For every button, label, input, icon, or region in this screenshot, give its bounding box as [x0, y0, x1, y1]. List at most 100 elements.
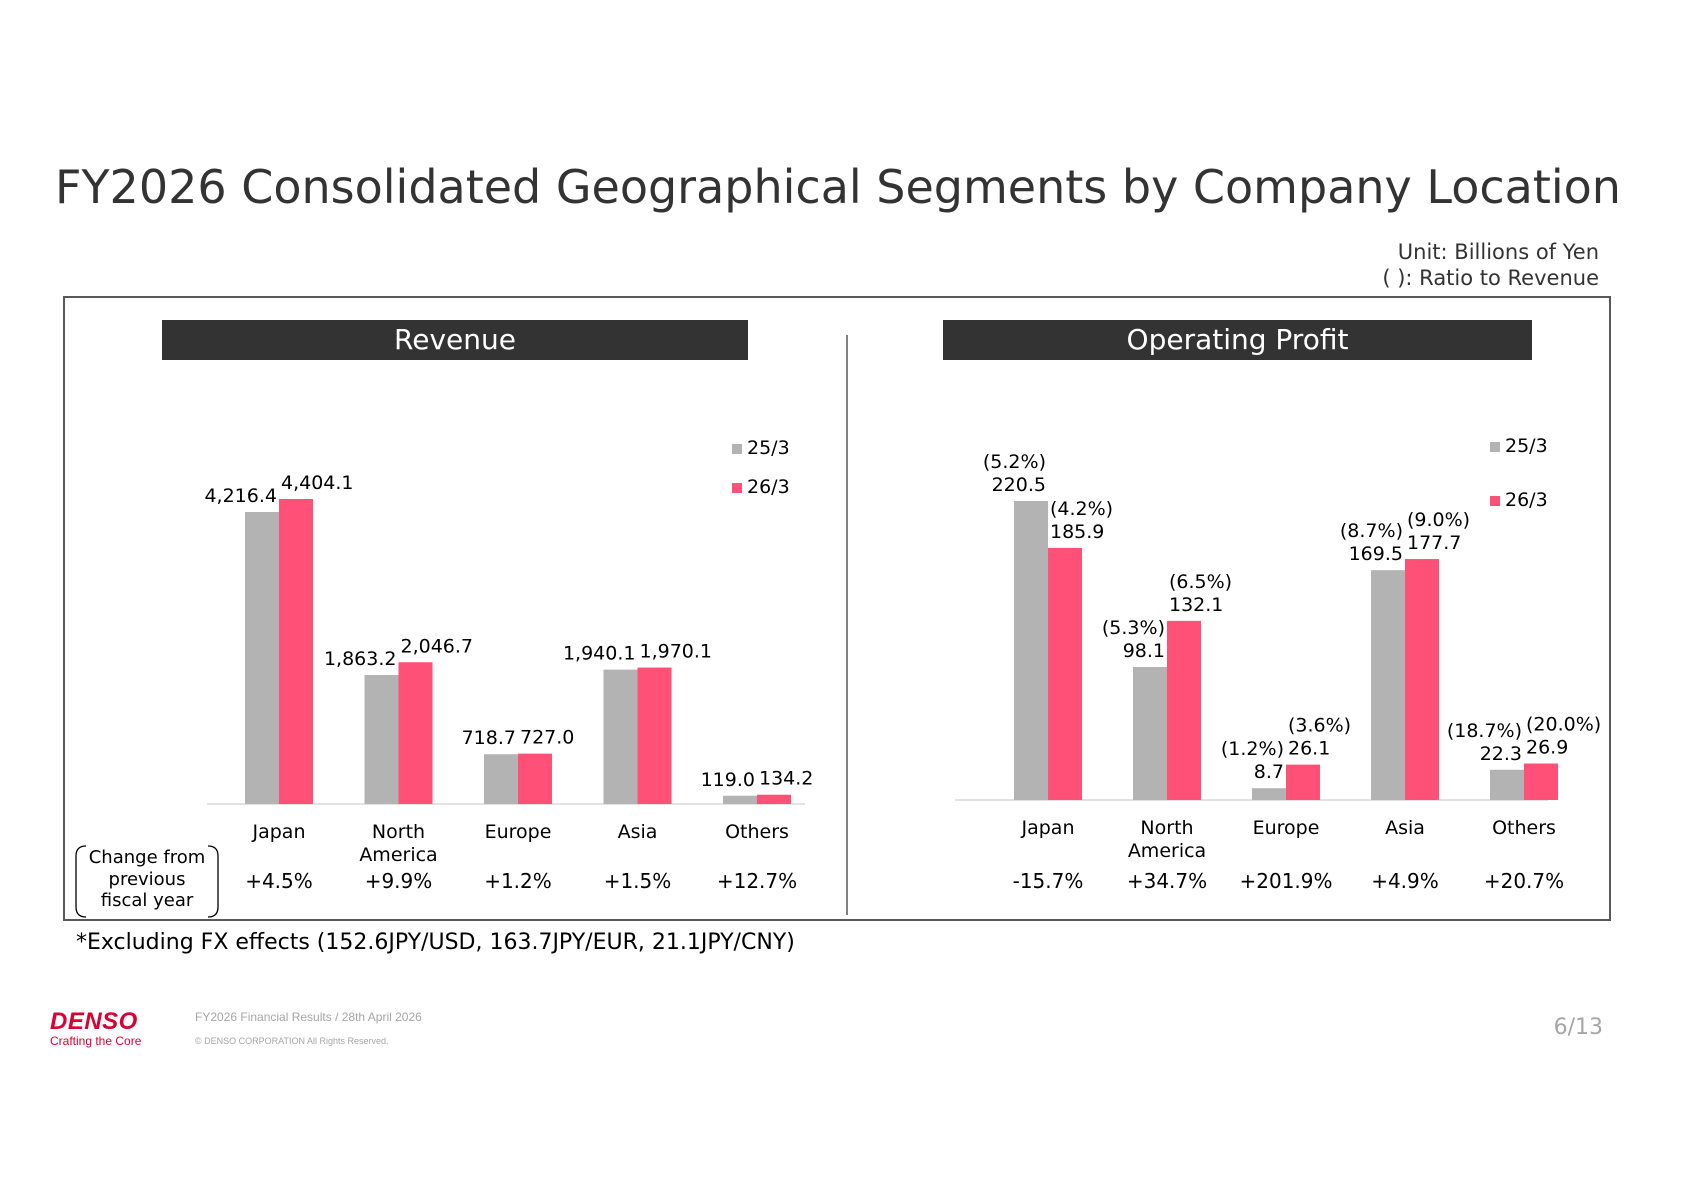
category-label: Japan	[252, 821, 306, 843]
ratio-label: (6.5%)	[1169, 571, 1232, 593]
revenue-header: Revenue	[162, 320, 748, 360]
data-label: 1,940.1	[563, 643, 636, 665]
data-label: 220.5	[992, 474, 1046, 496]
legend-swatch	[1490, 496, 1500, 506]
unit-note: Unit: Billions of Yen ( ): Ratio to Reve…	[1382, 239, 1599, 291]
data-label: 4,216.4	[204, 485, 277, 507]
data-label: 26.9	[1526, 737, 1568, 759]
data-label: 727.0	[520, 727, 574, 749]
data-label: 718.7	[462, 727, 516, 749]
change-label-line: previous	[108, 868, 186, 890]
change-value: +201.9%	[1239, 869, 1332, 893]
data-label: 1,970.1	[640, 641, 713, 663]
bar	[1490, 769, 1524, 800]
category-label: America	[359, 844, 437, 866]
bar	[1252, 788, 1286, 800]
bar	[1405, 559, 1439, 800]
legend-label: 26/3	[747, 476, 790, 498]
data-label: 119.0	[701, 769, 755, 791]
data-label: 1,863.2	[324, 648, 397, 670]
category-label: North	[1140, 817, 1193, 839]
footer-line: FY2026 Financial Results / 28th April 20…	[195, 1010, 422, 1024]
data-label: 185.9	[1050, 521, 1104, 543]
category-label: America	[1128, 840, 1206, 862]
ratio-label: (20.0%)	[1526, 714, 1601, 736]
category-label: Europe	[485, 821, 552, 843]
bar	[1371, 570, 1405, 800]
change-label-line: fiscal year	[100, 890, 194, 911]
bar	[398, 662, 433, 804]
bracket-icon	[75, 845, 219, 918]
operating-profit-header: Operating Profit	[943, 320, 1532, 360]
bar	[603, 669, 638, 804]
change-value: +1.2%	[484, 869, 552, 893]
fx-footnote: *Excluding FX effects (152.6JPY/USD, 163…	[76, 930, 795, 955]
bar	[1014, 501, 1048, 800]
bar	[1524, 763, 1558, 800]
change-label-box: Change from previous fiscal year	[74, 845, 220, 918]
data-label: 26.1	[1288, 738, 1330, 760]
data-label: 2,046.7	[401, 635, 474, 657]
change-value: +9.9%	[365, 869, 433, 893]
change-value: -15.7%	[1013, 869, 1084, 893]
bar	[637, 667, 672, 804]
ratio-note: ( ): Ratio to Revenue	[1382, 266, 1599, 290]
bar	[723, 795, 757, 804]
data-label: 4,404.1	[281, 472, 354, 494]
bar	[1286, 764, 1320, 800]
data-label: 169.5	[1349, 543, 1403, 565]
ratio-label: (8.7%)	[1340, 520, 1403, 542]
bar	[364, 674, 399, 804]
change-label-line: Change from	[88, 847, 206, 868]
bar	[279, 499, 313, 804]
category-label: Asia	[1385, 817, 1425, 839]
legend-swatch	[1490, 442, 1500, 452]
bar	[245, 511, 279, 804]
data-label: 134.2	[759, 768, 813, 790]
ratio-label: (4.2%)	[1050, 498, 1113, 520]
data-label: 8.7	[1254, 761, 1284, 783]
copyright: © DENSO CORPORATION All Rights Reserved.	[195, 1036, 389, 1046]
ratio-label: (5.3%)	[1102, 617, 1165, 639]
logo-tagline: Crafting the Core	[50, 1034, 142, 1048]
denso-logo: DENSO Crafting the Core	[50, 1008, 141, 1048]
ratio-label: (1.2%)	[1221, 738, 1284, 760]
charts-divider	[846, 335, 848, 915]
bar	[1167, 620, 1201, 800]
category-label: Europe	[1253, 817, 1320, 839]
category-label: Japan	[1021, 817, 1075, 839]
data-label: 22.3	[1480, 743, 1522, 765]
logo-brand: DENSO	[50, 1008, 138, 1035]
legend-swatch	[732, 483, 742, 493]
legend-swatch	[732, 444, 742, 454]
data-label: 132.1	[1169, 594, 1223, 616]
ratio-label: (9.0%)	[1407, 509, 1470, 531]
legend-label: 25/3	[1505, 435, 1548, 457]
change-value: +4.5%	[245, 869, 313, 893]
bar	[1133, 666, 1167, 800]
change-value: +4.9%	[1371, 869, 1439, 893]
legend-label: 26/3	[1505, 489, 1548, 511]
category-label: Asia	[618, 821, 658, 843]
ratio-label: (18.7%)	[1447, 720, 1522, 742]
category-label: Others	[725, 821, 789, 843]
change-value: +34.7%	[1127, 869, 1207, 893]
category-label: Others	[1492, 817, 1556, 839]
bar	[484, 754, 518, 804]
data-label: 98.1	[1123, 640, 1165, 662]
page-title: FY2026 Consolidated Geographical Segment…	[55, 160, 1621, 214]
ratio-label: (5.2%)	[983, 451, 1046, 473]
page-number: 6/13	[1553, 1015, 1603, 1040]
change-value: +20.7%	[1484, 869, 1564, 893]
category-label: North	[372, 821, 425, 843]
bar	[757, 794, 791, 804]
bar	[518, 753, 552, 804]
data-label: 177.7	[1407, 532, 1461, 554]
charts-frame	[63, 296, 1611, 921]
unit-line: Unit: Billions of Yen	[1397, 240, 1599, 264]
ratio-label: (3.6%)	[1288, 715, 1351, 737]
change-value: +12.7%	[717, 869, 797, 893]
legend-label: 25/3	[747, 437, 790, 459]
bar	[1048, 547, 1082, 800]
